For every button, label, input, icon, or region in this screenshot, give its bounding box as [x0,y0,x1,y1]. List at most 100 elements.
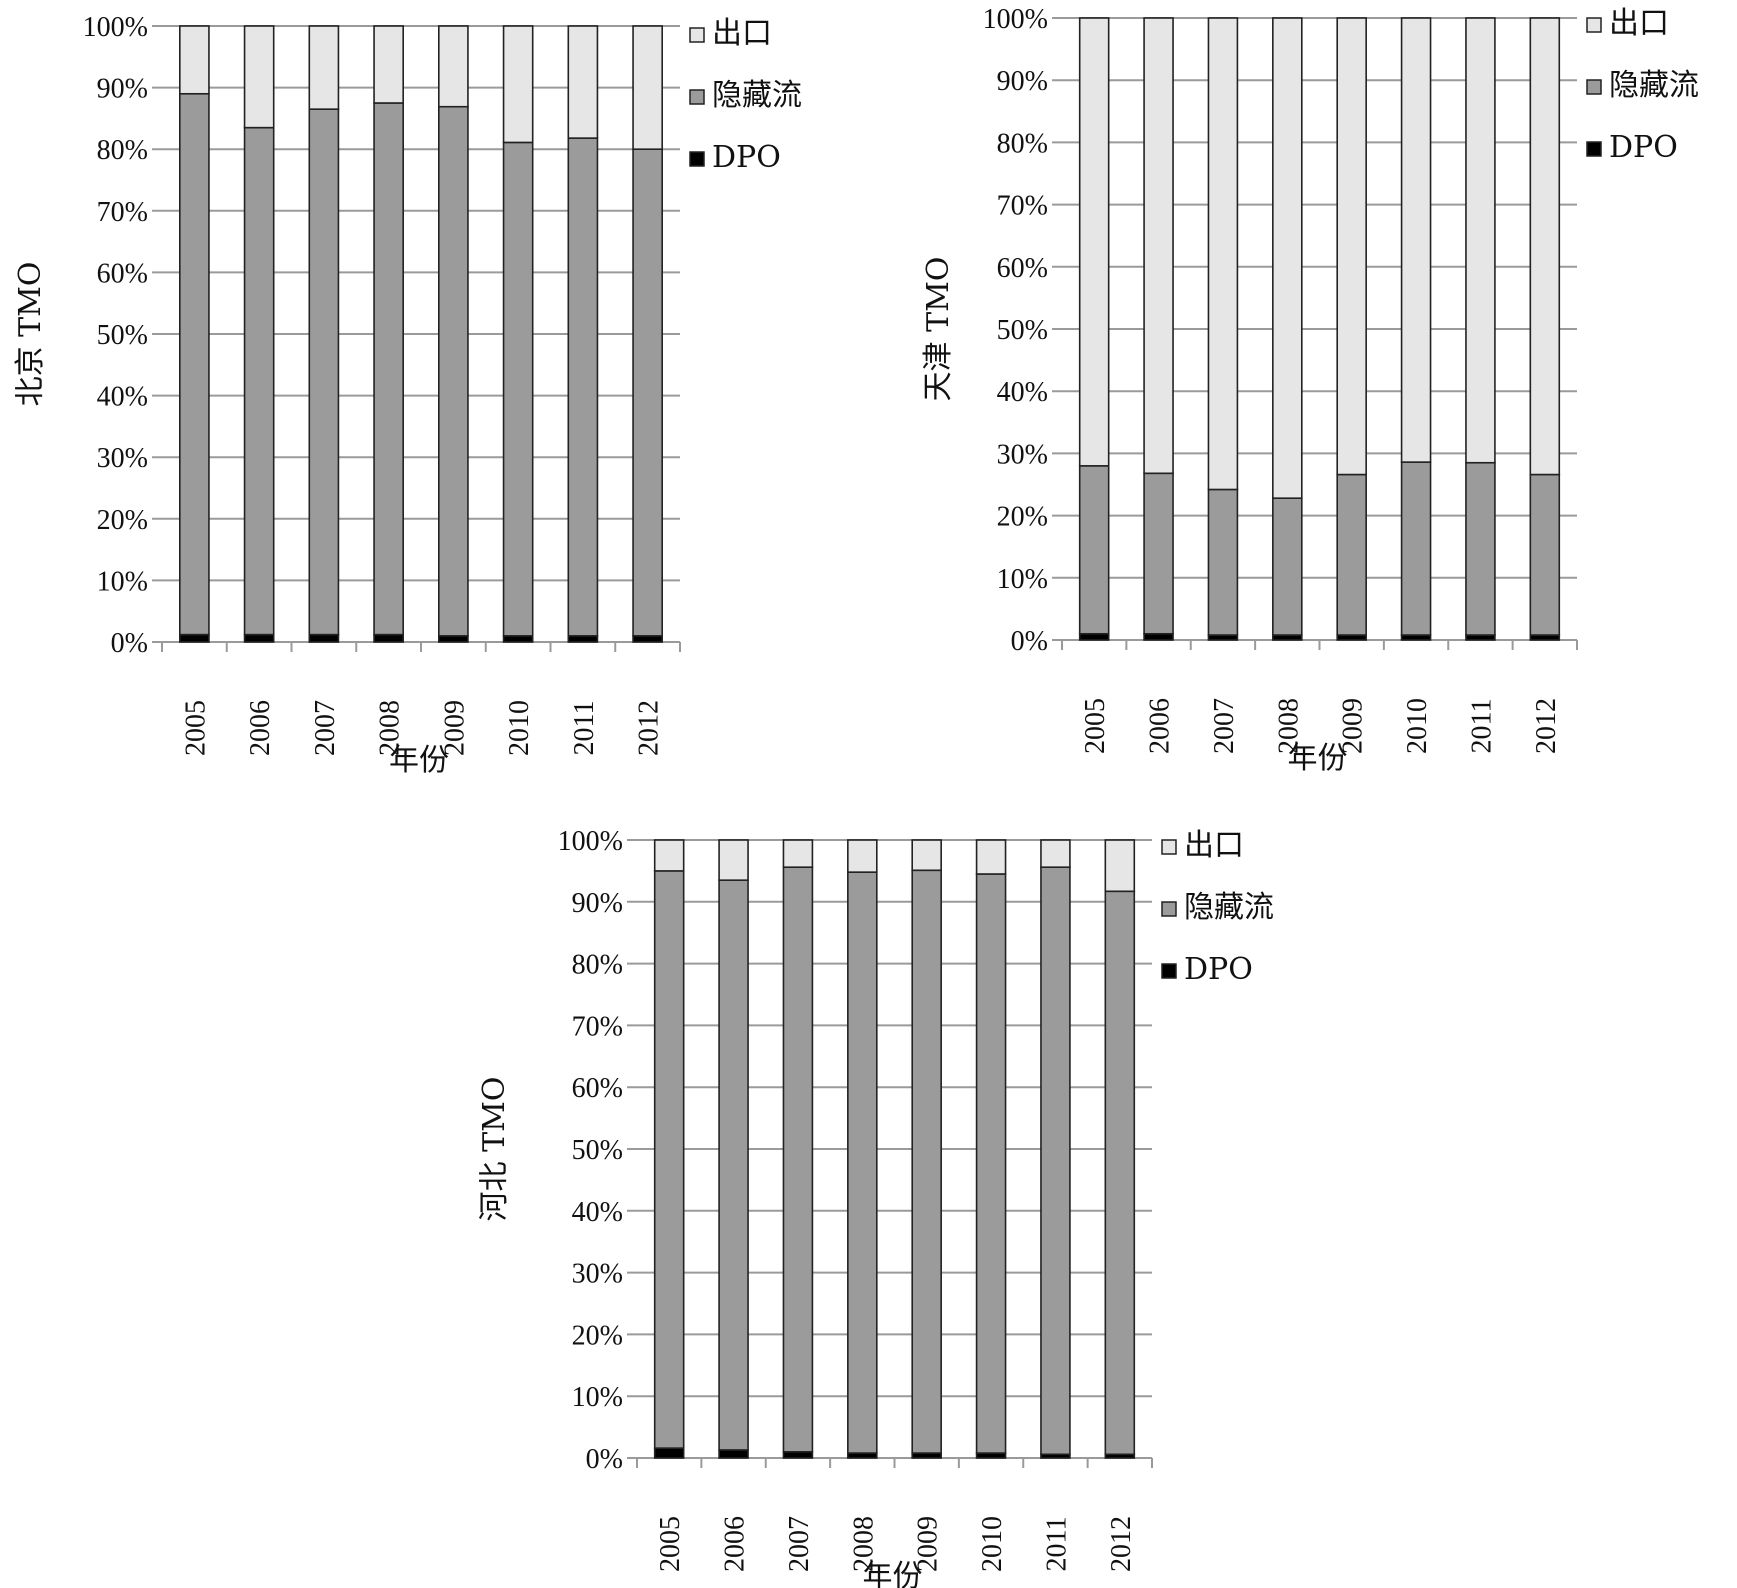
y-tick-label: 90% [572,888,623,919]
legend-swatch-DPO [1586,141,1602,157]
bar-segment-隐藏流-2005 [179,92,210,636]
x-tick-label: 2006 [1145,698,1176,754]
x-tick-label: 2010 [977,1516,1008,1572]
bar-segment-出口-2011 [567,25,599,139]
bar-segment-出口-2012 [632,25,663,150]
bar-segment-出口-2006 [243,25,275,129]
y-tick-label: 50% [572,1135,623,1166]
bar-segment-隐藏流-2006 [1143,472,1174,635]
bar-segment-DPO-2011 [567,635,599,643]
bar-segment-隐藏流-2005 [1078,465,1110,635]
y-tick-label: 40% [997,377,1048,408]
x-tick-label: 2005 [655,1516,686,1572]
legend-swatch-隐藏流 [1161,901,1177,917]
x-tick-label: 2007 [1209,698,1240,754]
y-tick-label: 30% [97,443,148,474]
bar-segment-隐藏流-2009 [1336,473,1367,636]
bar-segment-隐藏流-2011 [1040,866,1071,1456]
x-axis-title: 年份 [1288,741,1348,776]
bar-segment-出口-2008 [1272,17,1303,499]
y-tick-label: 70% [997,191,1048,222]
y-tick-label: 20% [97,505,148,536]
x-tick-label: 2009 [1338,698,1369,754]
bar-segment-隐藏流-2012 [1529,473,1561,636]
bar-segment-出口-2005 [653,839,685,872]
bar-segment-出口-2005 [179,25,210,95]
legend-label: DPO [1609,130,1678,165]
bar-segment-出口-2011 [1465,17,1496,464]
y-tick-label: 80% [997,128,1048,159]
bar-segment-DPO-2006 [1143,632,1174,641]
bar-segment-隐藏流-2011 [1465,461,1496,636]
bar-segment-出口-2012 [1104,839,1136,893]
bar-segment-出口-2012 [1529,17,1561,476]
chart-panel-beijing: 0% 10% 20% 30% 40% 50% 60% 70% 80% 90% 100% 2005 200… [13,12,802,778]
bar-segment-隐藏流-2011 [567,137,599,637]
x-tick-label: 2012 [1106,1516,1137,1572]
bar-segment-隐藏流-2010 [1400,461,1432,636]
legend-swatch-DPO [1161,963,1177,979]
bar-segment-DPO-2008 [373,633,404,643]
y-tick-label: 70% [572,1011,623,1042]
bar-segment-DPO-2006 [718,1449,749,1459]
bar-segment-隐藏流-2006 [243,126,275,636]
bar-segment-隐藏流-2005 [653,870,685,1449]
bar-segment-出口-2009 [911,839,942,872]
bar-segment-DPO-2005 [1078,632,1110,641]
y-axis-title: 河北 TMO [477,1077,512,1222]
x-tick-label: 2009 [439,700,470,756]
bar-segment-隐藏流-2008 [1272,497,1303,636]
bar-segment-隐藏流-2012 [1104,890,1136,1456]
bar-segment-DPO-2006 [243,633,275,643]
y-tick-label: 100% [558,826,623,857]
bar-segment-出口-2007 [782,839,814,868]
y-tick-label: 80% [97,135,148,166]
x-tick-label: 2011 [569,701,600,756]
bar-segment-出口-2007 [1207,17,1239,491]
bar-segment-隐藏流-2008 [373,102,404,636]
bar-segment-出口-2005 [1078,17,1110,467]
bar-segment-隐藏流-2008 [847,871,878,1454]
legend-label: DPO [712,140,781,175]
legend-swatch-隐藏流 [1586,79,1602,95]
legend-label: 出口 [1184,828,1244,863]
x-axis-title: 年份 [389,743,449,778]
x-tick-label: 2011 [1466,699,1497,754]
bar-segment-隐藏流-2009 [911,869,942,1454]
legend-label: 隐藏流 [712,78,802,113]
y-axis-title: 天津 TMO [921,257,956,402]
x-axis-title: 年份 [863,1559,923,1588]
legend-swatch-DPO [689,151,705,167]
x-tick-label: 2008 [375,700,406,756]
bar-segment-隐藏流-2007 [782,866,814,1453]
x-tick-label: 2012 [634,700,665,756]
bar-segment-DPO-2007 [782,1451,814,1459]
x-tick-label: 2007 [310,700,341,756]
y-tick-label: 50% [97,320,148,351]
y-axis-title: 北京 TMO [13,262,48,407]
x-tick-label: 2010 [1402,698,1433,754]
legend-label: 隐藏流 [1609,68,1699,103]
bar-segment-出口-2010 [1400,17,1432,463]
legend-swatch-出口 [689,27,705,43]
bar-segment-DPO-2005 [653,1447,685,1459]
x-tick-label: 2010 [504,700,535,756]
y-tick-label: 60% [97,258,148,289]
bar-segment-隐藏流-2010 [975,873,1007,1454]
y-tick-label: 90% [997,66,1048,97]
legend-label: 隐藏流 [1184,890,1274,925]
y-tick-label: 50% [997,315,1048,346]
bar-segment-出口-2011 [1040,839,1071,868]
y-tick-label: 30% [572,1259,623,1290]
bar-segment-出口-2009 [438,25,469,108]
y-tick-label: 60% [572,1073,623,1104]
bar-segment-出口-2010 [502,25,534,144]
bar-segment-隐藏流-2007 [1207,488,1239,636]
y-tick-label: 20% [997,502,1048,533]
bar-segment-隐藏流-2009 [438,105,469,637]
bar-segment-隐藏流-2010 [502,141,534,637]
y-tick-label: 100% [83,12,148,43]
x-tick-label: 2008 [1273,698,1304,754]
y-tick-label: 0% [586,1444,623,1475]
